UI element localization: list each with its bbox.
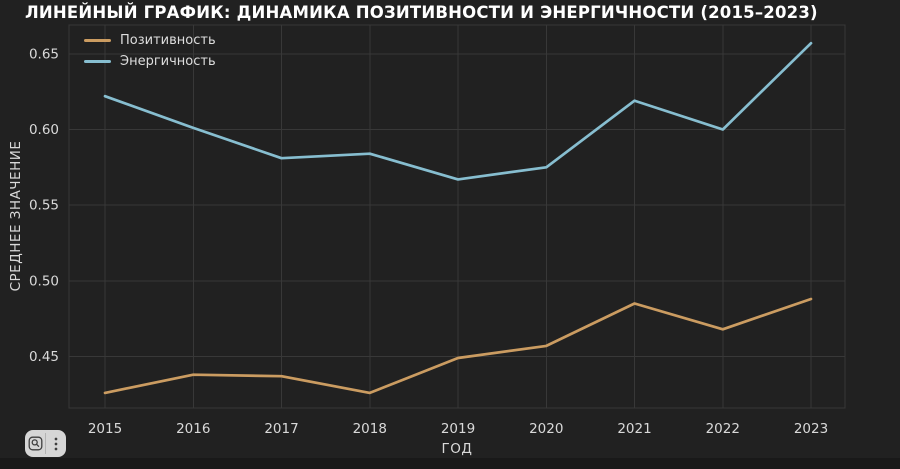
svg-text:2015: 2015 (88, 421, 122, 437)
svg-text:0.55: 0.55 (29, 198, 59, 214)
svg-text:2020: 2020 (529, 421, 563, 437)
positivity-line-swatch (84, 39, 111, 42)
legend-item-positivity[interactable]: Позитивность (84, 33, 216, 48)
svg-text:2023: 2023 (794, 421, 828, 437)
x-axis-title: ГОД (441, 441, 473, 457)
legend-label: Энергичность (120, 54, 216, 69)
legend-label: Позитивность (120, 33, 216, 48)
chart-title: ЛИНЕЙНЫЙ ГРАФИК: ДИНАМИКА ПОЗИТИВНОСТИ И… (25, 3, 818, 22)
bottom-strip (0, 458, 900, 469)
svg-text:2019: 2019 (441, 421, 475, 437)
svg-text:0.50: 0.50 (29, 273, 59, 289)
svg-text:0.60: 0.60 (29, 122, 59, 138)
legend: Позитивность Энергичность (84, 33, 216, 69)
energy-line-swatch (84, 60, 111, 63)
kebab-menu-icon[interactable] (46, 430, 66, 457)
chart-toolbar (25, 430, 66, 457)
svg-text:2021: 2021 (617, 421, 651, 437)
y-axis-title: СРЕДНЕЕ ЗНАЧЕНИЕ (8, 140, 24, 292)
svg-text:2017: 2017 (264, 421, 298, 437)
legend-item-energy[interactable]: Энергичность (84, 54, 216, 69)
svg-text:0.45: 0.45 (29, 349, 59, 365)
svg-text:0.65: 0.65 (29, 46, 59, 62)
magnifier-icon[interactable] (25, 430, 45, 457)
svg-text:2018: 2018 (353, 421, 387, 437)
svg-text:2022: 2022 (706, 421, 740, 437)
toolbar-divider (45, 433, 46, 454)
svg-text:2016: 2016 (176, 421, 210, 437)
